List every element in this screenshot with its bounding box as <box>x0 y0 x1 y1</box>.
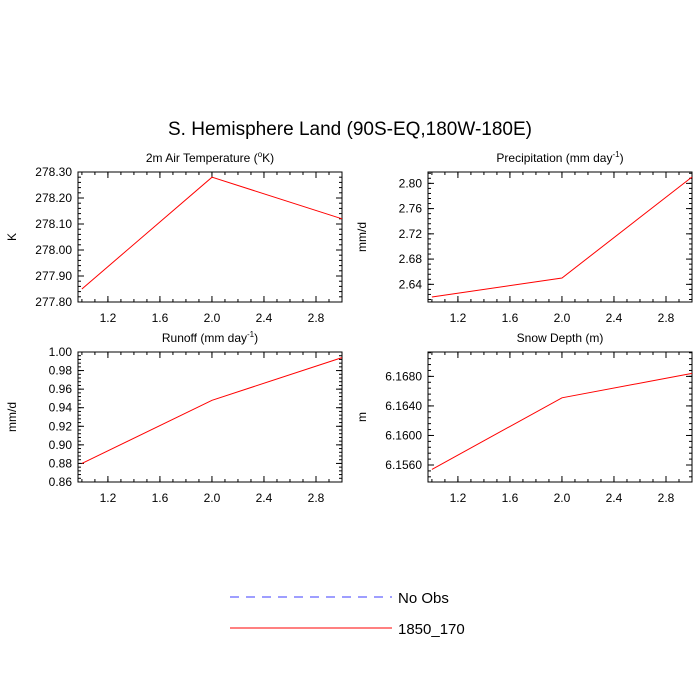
panel-1-xtick-label: 1.2 <box>100 311 117 325</box>
legend: No Obs 1850_170 <box>230 590 465 638</box>
panel-3-xtick-label: 2.0 <box>204 491 221 505</box>
panel-2-ytick-label: 2.68 <box>399 252 423 266</box>
panel-3-xtick-label: 2.8 <box>308 491 325 505</box>
panel-4-ytick-label: 6.1560 <box>385 458 422 472</box>
panel-2-ytick-label: 2.80 <box>399 176 423 190</box>
panel-3-ytick-label: 0.98 <box>49 364 73 378</box>
panel-2-xtick-label: 2.0 <box>554 311 571 325</box>
panel-2-xtick-label: 1.2 <box>450 311 467 325</box>
panel-2-xtick-label: 1.6 <box>502 311 519 325</box>
panel-1-ytick-label: 277.80 <box>35 295 72 309</box>
panel-3-ytick-label: 0.88 <box>49 456 73 470</box>
panel-2-xtick-label: 2.4 <box>606 311 623 325</box>
panel-2-ytick-label: 2.72 <box>399 227 423 241</box>
panel-1-ytick-label: 278.30 <box>35 165 72 179</box>
panel-3: Runoff (mm day-1) mm/d 1.2 1.6 2.0 2.4 2.8 0.86… <box>5 330 343 505</box>
panel-4-xtick-label: 2.4 <box>606 491 623 505</box>
panel-1-xtick-label: 2.8 <box>308 311 325 325</box>
panel-1-ylabel: K <box>5 233 19 241</box>
panel-4-xtick-label: 1.2 <box>450 491 467 505</box>
panel-4-xtick-label: 1.6 <box>502 491 519 505</box>
panel-1-xtick-label: 1.6 <box>152 311 169 325</box>
legend-label-no-obs: No Obs <box>398 590 449 607</box>
panel-4-ylabel: m <box>355 412 369 422</box>
panel-3-xtick-label: 2.4 <box>256 491 273 505</box>
panel-1-series-line <box>81 176 343 290</box>
panel-3-ytick-label: 0.90 <box>49 438 73 452</box>
panel-1-ytick-label: 278.20 <box>35 191 72 205</box>
panel-4-xtick-label: 2.0 <box>554 491 571 505</box>
panel-1-xtick-label: 2.4 <box>256 311 273 325</box>
panel-1-ytick-label: 278.00 <box>35 243 72 257</box>
main-title: S. Hemisphere Land (90S-EQ,180W-180E) <box>168 119 532 140</box>
panel-4: Snow Depth (m) m 1.2 1.6 2.0 2.4 2.8 6.1560 6.16… <box>355 331 693 505</box>
panel-3-ytick-label: 0.94 <box>49 401 73 415</box>
panel-4-frame <box>427 351 693 483</box>
panel-3-ytick-label: 0.92 <box>49 419 73 433</box>
panel-2-ylabel: mm/d <box>355 222 369 252</box>
panel-4-xtick-label: 2.8 <box>658 491 675 505</box>
panel-2-frame <box>427 171 693 303</box>
panel-2-series-line <box>431 176 693 298</box>
panel-3-ylabel: mm/d <box>5 402 19 432</box>
panel-3-ytick-label: 1.00 <box>49 345 73 359</box>
panel-1-ytick-label: 277.90 <box>35 269 72 283</box>
panel-2: Precipitation (mm day-1) mm/d 1.2 1.6 2.0 2.4… <box>355 150 693 325</box>
panel-4-title: Snow Depth (m) <box>517 331 604 345</box>
panel-3-ytick-label: 0.96 <box>49 382 73 396</box>
panel-4-ytick-label: 6.1640 <box>385 399 422 413</box>
legend-label-1850-170: 1850_170 <box>398 621 465 638</box>
panel-3-ytick-label: 0.86 <box>49 475 73 489</box>
panel-2-ytick-label: 2.76 <box>399 202 423 216</box>
panel-3-series-line <box>81 357 343 464</box>
panel-3-frame <box>77 351 343 483</box>
panel-1-xtick-label: 2.0 <box>204 311 221 325</box>
panel-2-ytick-label: 2.64 <box>399 277 423 291</box>
panel-3-xtick-label: 1.2 <box>100 491 117 505</box>
panel-1: 2m Air Temperature (oK) K 1.2 1.6 2.0 2.4 2.8 2… <box>5 150 343 325</box>
panel-2-xtick-label: 2.8 <box>658 311 675 325</box>
panel-3-xtick-label: 1.6 <box>152 491 169 505</box>
panel-1-title: 2m Air Temperature (oK) <box>146 150 274 165</box>
panel-2-title: Precipitation (mm day-1) <box>496 150 623 165</box>
panel-4-series-line <box>431 372 693 470</box>
panel-3-title: Runoff (mm day-1) <box>162 330 258 345</box>
panel-4-ytick-label: 6.1680 <box>385 369 422 383</box>
panel-4-ytick-label: 6.1600 <box>385 428 422 442</box>
panel-1-ytick-label: 278.10 <box>35 217 72 231</box>
chart-panels: 2m Air Temperature (oK) K 1.2 1.6 2.0 2.4 2.8 2… <box>5 150 693 505</box>
panel-1-frame <box>77 171 343 303</box>
